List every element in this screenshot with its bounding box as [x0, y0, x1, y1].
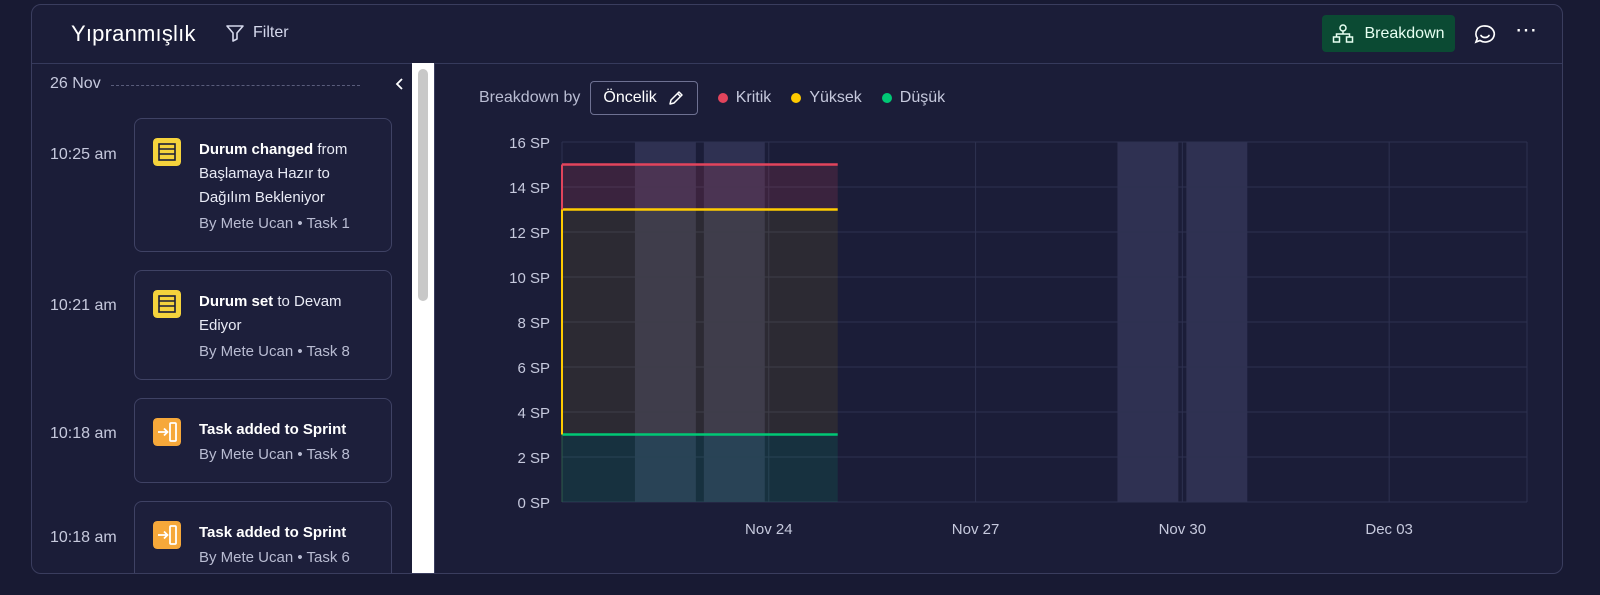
- dashed-divider: [110, 84, 360, 86]
- legend-dot: [881, 93, 892, 103]
- activity-meta: By Mete Ucan • Task 8: [199, 343, 350, 360]
- activity-card[interactable]: Task added to Sprint By Mete Ucan • Task…: [134, 398, 392, 483]
- legend-dot: [791, 93, 802, 103]
- y-tick-label: 6 SP: [517, 360, 550, 377]
- activity-detail: from Başlamaya Hazır to Dağılım Bekleniy…: [199, 141, 348, 206]
- activity-meta: By Mete Ucan • Task 8: [199, 446, 350, 463]
- x-tick-label: Nov 27: [952, 521, 1000, 538]
- entry-time: 10:18 am: [50, 425, 117, 442]
- scrollbar-thumb[interactable]: [418, 69, 428, 301]
- activity-action: Task added to Sprint: [199, 524, 347, 541]
- x-tick-label: Nov 24: [745, 521, 793, 538]
- breakdown-controls: Breakdown by Öncelik Kritik Yüksek Düşük: [479, 80, 965, 116]
- activity-card[interactable]: Task added to Sprint By Mete Ucan • Task…: [134, 501, 392, 573]
- date-label: 26 Nov: [50, 75, 101, 92]
- entry-time: 10:18 am: [50, 529, 117, 546]
- activity-text: Task added to Sprint: [199, 418, 381, 442]
- chat-icon: [1474, 25, 1496, 44]
- collapse-panel-button[interactable]: [394, 77, 408, 95]
- date-separator: 26 Nov: [50, 75, 360, 93]
- activity-log: 26 Nov 10:25 am Durum changed from Başla…: [32, 63, 412, 573]
- legend-item-yuksek[interactable]: Yüksek: [791, 89, 862, 107]
- legend-item-dusuk[interactable]: Düşük: [881, 89, 946, 107]
- legend-label: Düşük: [899, 89, 946, 106]
- legend-dot: [717, 93, 728, 103]
- y-tick-label: 0 SP: [517, 495, 550, 512]
- activity-scrollbar[interactable]: [412, 63, 434, 573]
- entry-time: 10:25 am: [50, 146, 117, 163]
- y-tick-label: 14 SP: [509, 180, 550, 197]
- activity-action: Durum set: [199, 293, 274, 310]
- activity-action: Task added to Sprint: [199, 421, 347, 438]
- y-tick-label: 10 SP: [509, 270, 550, 287]
- breakdown-button[interactable]: Breakdown: [1322, 15, 1455, 52]
- legend-label: Yüksek: [809, 89, 862, 106]
- y-tick-label: 16 SP: [509, 135, 550, 152]
- activity-text: Durum changed from Başlamaya Hazır to Da…: [199, 138, 381, 210]
- breakdown-by-label: Breakdown by: [479, 89, 581, 106]
- chevron-left-icon: [395, 78, 403, 90]
- activity-action: Durum changed: [199, 141, 314, 158]
- area-band-yüksek: [562, 209, 838, 435]
- activity-text: Task added to Sprint: [199, 521, 381, 545]
- breakdown-label: Breakdown: [1364, 24, 1445, 42]
- filter-icon: [226, 25, 244, 42]
- filter-button[interactable]: Filter: [225, 23, 289, 43]
- y-tick-label: 8 SP: [517, 315, 550, 332]
- activity-card[interactable]: Durum changed from Başlamaya Hazır to Da…: [134, 118, 392, 252]
- legend-item-kritik[interactable]: Kritik: [717, 89, 772, 107]
- x-tick-label: Nov 30: [1159, 521, 1207, 538]
- activity-meta: By Mete Ucan • Task 6: [199, 549, 350, 566]
- breakdown-field-button[interactable]: Öncelik: [590, 81, 698, 115]
- y-tick-label: 2 SP: [517, 450, 550, 467]
- more-options-button[interactable]: ⋯: [1515, 17, 1538, 42]
- activity-text: Durum set to Devam Ediyor: [199, 290, 381, 338]
- activity-card[interactable]: Durum set to Devam Ediyor By Mete Ucan •…: [134, 270, 392, 380]
- x-tick-label: Dec 03: [1365, 521, 1413, 538]
- burndown-chart: 0 SP 2 SP 4 SP 6 SP 8 SP 10 SP 12 SP 14 SP 16 SP…: [509, 135, 1528, 538]
- enter-icon: [153, 418, 181, 446]
- panel-header: Yıpranmışlık Filter Breakdown ⋯: [32, 5, 1562, 64]
- activity-meta: By Mete Ucan • Task 1: [199, 215, 350, 232]
- filter-label: Filter: [253, 24, 289, 41]
- enter-icon: [153, 521, 181, 549]
- pencil-icon: [669, 91, 683, 105]
- list-icon: [153, 138, 181, 166]
- activity-detail: to Devam Ediyor: [199, 293, 342, 334]
- chat-button[interactable]: [1473, 23, 1497, 47]
- panel-title: Yıpranmışlık: [71, 21, 196, 46]
- legend-label: Kritik: [735, 89, 772, 106]
- burndown-panel: Yıpranmışlık Filter Breakdown ⋯ 26 Nov 1…: [31, 4, 1563, 574]
- list-icon: [153, 290, 181, 318]
- area-band-düşük: [562, 434, 838, 502]
- breakdown-field-value: Öncelik: [603, 89, 657, 106]
- hierarchy-icon: [1333, 23, 1354, 43]
- y-tick-label: 12 SP: [509, 225, 550, 242]
- area-band-kritik: [562, 164, 838, 210]
- y-tick-label: 4 SP: [517, 405, 550, 422]
- panel-divider: [434, 63, 435, 573]
- entry-time: 10:21 am: [50, 297, 117, 314]
